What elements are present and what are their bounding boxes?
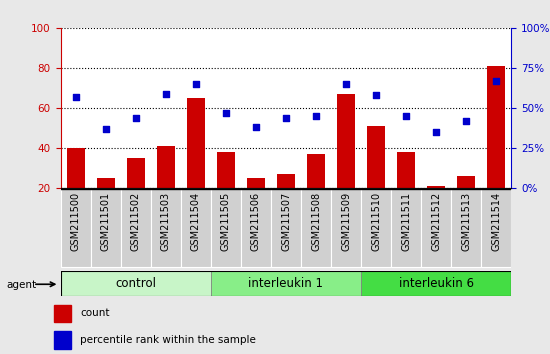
- Text: GSM211505: GSM211505: [221, 192, 231, 251]
- Text: GSM211504: GSM211504: [191, 192, 201, 251]
- Text: control: control: [115, 277, 156, 290]
- Bar: [458, 176, 475, 188]
- Bar: [391, 189, 421, 267]
- Bar: [487, 66, 505, 188]
- Point: [462, 118, 471, 124]
- Bar: [187, 98, 205, 188]
- Bar: [361, 271, 512, 296]
- Text: interleukin 6: interleukin 6: [399, 277, 474, 290]
- Bar: [361, 189, 391, 267]
- Text: GSM211512: GSM211512: [431, 192, 441, 251]
- Bar: [301, 189, 331, 267]
- Text: count: count: [80, 308, 109, 318]
- Text: GSM211511: GSM211511: [402, 192, 411, 251]
- Point: [492, 78, 501, 84]
- Bar: [427, 185, 446, 188]
- Point: [71, 94, 80, 100]
- Bar: [217, 152, 235, 188]
- Text: GSM211500: GSM211500: [70, 192, 80, 251]
- Bar: [337, 94, 355, 188]
- Text: GSM211508: GSM211508: [311, 192, 321, 251]
- Bar: [211, 189, 241, 267]
- Bar: [54, 304, 70, 322]
- Bar: [151, 189, 181, 267]
- Point: [312, 113, 321, 119]
- Bar: [421, 189, 452, 267]
- Bar: [331, 189, 361, 267]
- Text: percentile rank within the sample: percentile rank within the sample: [80, 335, 256, 345]
- Text: GSM211503: GSM211503: [161, 192, 170, 251]
- Point: [432, 129, 441, 135]
- Bar: [211, 271, 361, 296]
- Text: GSM211509: GSM211509: [341, 192, 351, 251]
- Point: [131, 115, 140, 120]
- Text: GSM211507: GSM211507: [281, 192, 291, 251]
- Bar: [241, 189, 271, 267]
- Bar: [397, 152, 415, 188]
- Text: GSM211502: GSM211502: [131, 192, 141, 251]
- Point: [251, 124, 260, 130]
- Bar: [277, 174, 295, 188]
- Text: GSM211514: GSM211514: [492, 192, 502, 251]
- Point: [161, 91, 170, 97]
- Bar: [54, 331, 70, 348]
- Point: [191, 81, 200, 87]
- Bar: [126, 158, 145, 188]
- Point: [402, 113, 411, 119]
- Bar: [60, 189, 91, 267]
- Bar: [97, 178, 114, 188]
- Bar: [181, 189, 211, 267]
- Bar: [452, 189, 481, 267]
- Text: GSM211506: GSM211506: [251, 192, 261, 251]
- Point: [101, 126, 110, 132]
- Point: [222, 110, 230, 116]
- Bar: [307, 154, 325, 188]
- Point: [342, 81, 350, 87]
- Text: GSM211501: GSM211501: [101, 192, 111, 251]
- Bar: [91, 189, 120, 267]
- Bar: [271, 189, 301, 267]
- Bar: [67, 148, 85, 188]
- Bar: [60, 271, 211, 296]
- Bar: [120, 189, 151, 267]
- Bar: [157, 146, 175, 188]
- Bar: [481, 189, 512, 267]
- Bar: [367, 126, 385, 188]
- Text: GSM211513: GSM211513: [461, 192, 471, 251]
- Point: [282, 115, 290, 120]
- Text: GSM211510: GSM211510: [371, 192, 381, 251]
- Text: agent: agent: [7, 280, 37, 290]
- Text: interleukin 1: interleukin 1: [249, 277, 323, 290]
- Point: [372, 92, 381, 98]
- Bar: [247, 178, 265, 188]
